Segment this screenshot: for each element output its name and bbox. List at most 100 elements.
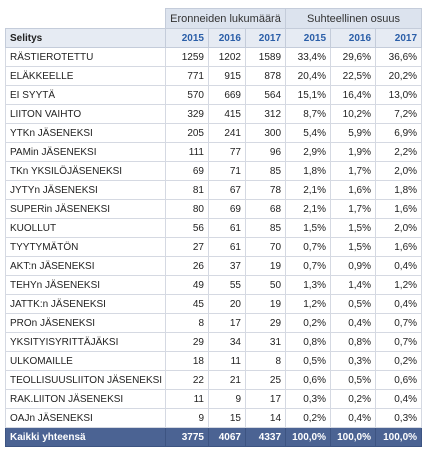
share-cell: 0,3% — [375, 408, 423, 428]
share-cell: 5,4% — [285, 123, 332, 143]
table-row: LIITON VAIHTO 329 415 312 8,7% 10,2% 7,2% — [5, 104, 423, 124]
share-cell: 10,2% — [330, 104, 377, 124]
table-row-label: YTKn JÄSENEKSI — [5, 123, 166, 143]
count-cell: 68 — [244, 199, 287, 219]
table-row-label: TKn YKSILÖJÄSENEKSI — [5, 161, 166, 181]
share-cell: 1,7% — [330, 161, 377, 181]
count-cell: 81 — [165, 180, 209, 200]
table-row: JATTK:n JÄSENEKSI 45 20 19 1,2% 0,5% 0,4% — [5, 294, 423, 314]
share-cell: 1,4% — [330, 275, 377, 295]
count-cell: 26 — [165, 256, 209, 276]
share-cell: 0,6% — [375, 370, 423, 390]
share-cell: 13,0% — [375, 85, 423, 105]
count-cell: 4337 — [244, 427, 287, 447]
share-cell: 100,0% — [330, 427, 377, 447]
label-column-header: Selitys — [5, 28, 166, 48]
count-cell: 19 — [244, 256, 287, 276]
count-cell: 67 — [208, 180, 246, 200]
table-row-label: YKSITYISYRITTÄJÄKSI — [5, 332, 166, 352]
share-cell: 100,0% — [375, 427, 423, 447]
table-row: PROn JÄSENEKSI 8 17 29 0,2% 0,4% 0,7% — [5, 313, 423, 333]
share-cell: 2,9% — [285, 142, 332, 162]
group-header-row: Eronneiden lukumäärä Suhteellinen osuus — [5, 8, 423, 29]
share-cell: 2,0% — [375, 218, 423, 238]
table-row-label: AKT:n JÄSENEKSI — [5, 256, 166, 276]
table-row-label: JYTYn JÄSENEKSI — [5, 180, 166, 200]
table-row: ELÄKKEELLE 771 915 878 20,4% 22,5% 20,2% — [5, 66, 423, 86]
count-cell: 80 — [165, 199, 209, 219]
count-cell: 878 — [244, 66, 287, 86]
share-cell: 20,4% — [285, 66, 332, 86]
share-cell: 1,9% — [330, 142, 377, 162]
table-row-label: TEHYn JÄSENEKSI — [5, 275, 166, 295]
share-cell: 1,5% — [330, 237, 377, 257]
count-cell: 17 — [244, 389, 287, 409]
table-row-label: PAMin JÄSENEKSI — [5, 142, 166, 162]
share-cell: 0,6% — [285, 370, 332, 390]
count-cell: 415 — [208, 104, 246, 124]
share-cell: 0,4% — [330, 313, 377, 333]
count-cell: 77 — [208, 142, 246, 162]
share-cell: 1,6% — [375, 199, 423, 219]
count-cell: 4067 — [208, 427, 246, 447]
count-cell: 300 — [244, 123, 287, 143]
year-header: 2015 — [165, 28, 209, 48]
share-cell: 0,4% — [375, 294, 423, 314]
count-cell: 1259 — [165, 47, 209, 67]
count-cell: 111 — [165, 142, 209, 162]
table-row-label: RÄSTIEROTETTU — [5, 47, 166, 67]
table-row: RÄSTIEROTETTU 1259 1202 1589 33,4% 29,6% 36,6% — [5, 47, 423, 67]
share-cell: 0,3% — [330, 351, 377, 371]
table-row: TKn YKSILÖJÄSENEKSI 69 71 85 1,8% 1,7% 2,0% — [5, 161, 423, 181]
table-row-label: EI SYYTÄ — [5, 85, 166, 105]
count-cell: 29 — [165, 332, 209, 352]
count-cell: 21 — [208, 370, 246, 390]
count-cell: 27 — [165, 237, 209, 257]
count-cell: 19 — [244, 294, 287, 314]
count-cell: 25 — [244, 370, 287, 390]
table-row: TEHYn JÄSENEKSI 49 55 50 1,3% 1,4% 1,2% — [5, 275, 423, 295]
table-row: KUOLLUT 56 61 85 1,5% 1,5% 2,0% — [5, 218, 423, 238]
share-cell: 1,3% — [285, 275, 332, 295]
table-row: RAK.LIITON JÄSENEKSI 11 9 17 0,3% 0,2% 0,4% — [5, 389, 423, 409]
group-header-spacer — [5, 8, 166, 29]
stats-table-container: Eronneiden lukumäärä Suhteellinen osuus … — [5, 8, 423, 447]
count-cell: 771 — [165, 66, 209, 86]
table-row-label: PROn JÄSENEKSI — [5, 313, 166, 333]
count-cell: 49 — [165, 275, 209, 295]
share-cell: 22,5% — [330, 66, 377, 86]
year-header: 2015 — [285, 28, 332, 48]
count-cell: 96 — [244, 142, 287, 162]
count-cell: 18 — [165, 351, 209, 371]
table-row-label: TEOLLISUUSLIITON JÄSENEKSI — [5, 370, 166, 390]
share-cell: 1,5% — [330, 218, 377, 238]
count-cell: 71 — [208, 161, 246, 181]
group-header-share: Suhteellinen osuus — [285, 8, 423, 29]
share-cell: 0,8% — [330, 332, 377, 352]
share-cell: 0,5% — [330, 370, 377, 390]
count-cell: 8 — [165, 313, 209, 333]
share-cell: 1,8% — [375, 180, 423, 200]
share-cell: 1,6% — [375, 237, 423, 257]
table-row: YKSITYISYRITTÄJÄKSI 29 34 31 0,8% 0,8% 0,7% — [5, 332, 423, 352]
share-cell: 0,8% — [285, 332, 332, 352]
table-row: TYYTYMÄTÖN 27 61 70 0,7% 1,5% 1,6% — [5, 237, 423, 257]
table-row-label: KUOLLUT — [5, 218, 166, 238]
table-row: SUPERin JÄSENEKSI 80 69 68 2,1% 1,7% 1,6% — [5, 199, 423, 219]
share-cell: 6,9% — [375, 123, 423, 143]
table-row-label: JATTK:n JÄSENEKSI — [5, 294, 166, 314]
share-cell: 7,2% — [375, 104, 423, 124]
table-row: JYTYn JÄSENEKSI 81 67 78 2,1% 1,6% 1,8% — [5, 180, 423, 200]
share-cell: 2,1% — [285, 180, 332, 200]
table-row-label: OAJn JÄSENEKSI — [5, 408, 166, 428]
table-row-label: LIITON VAIHTO — [5, 104, 166, 124]
share-cell: 0,5% — [330, 294, 377, 314]
count-cell: 70 — [244, 237, 287, 257]
count-cell: 241 — [208, 123, 246, 143]
count-cell: 14 — [244, 408, 287, 428]
total-row: Kaikki yhteensä 3775 4067 4337 100,0% 100,0% 1… — [5, 427, 423, 447]
share-cell: 1,5% — [285, 218, 332, 238]
table-row-label: ULKOMAILLE — [5, 351, 166, 371]
table-row: ULKOMAILLE 18 11 8 0,5% 0,3% 0,2% — [5, 351, 423, 371]
count-cell: 45 — [165, 294, 209, 314]
